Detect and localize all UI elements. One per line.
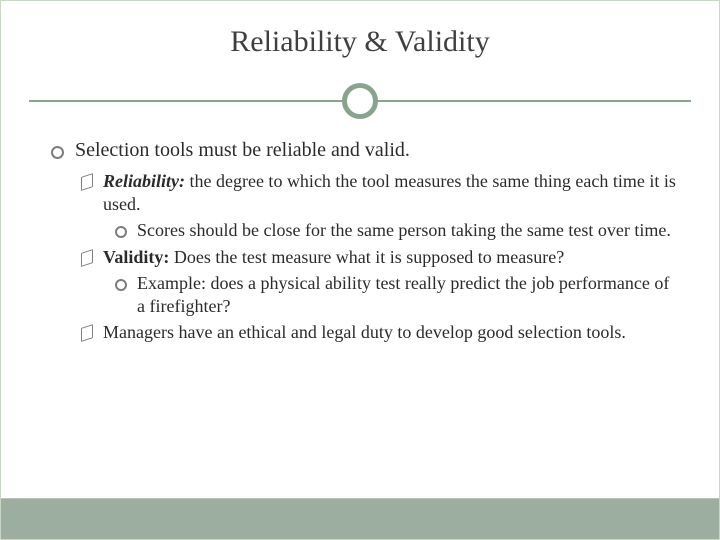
term-validity: Validity: — [103, 247, 169, 267]
slide-title: Reliability & Validity — [1, 1, 719, 59]
list-item: Managers have an ethical and legal duty … — [81, 321, 679, 344]
definition-validity: Does the test measure what it is suppose… — [169, 247, 564, 267]
term-reliability: Reliability: — [103, 171, 185, 191]
sub-point: Example: does a physical ability test re… — [115, 272, 679, 317]
list-item: Reliability: the degree to which the too… — [81, 170, 679, 215]
definition-reliability: the degree to which the tool measures th… — [103, 171, 676, 214]
list-item: Validity: Does the test measure what it … — [81, 246, 679, 269]
title-divider — [1, 81, 719, 121]
main-point: Selection tools must be reliable and val… — [51, 139, 679, 162]
slide: Reliability & Validity Selection tools m… — [0, 0, 720, 540]
footer-bar — [1, 498, 719, 539]
divider-circle-icon — [342, 83, 378, 119]
sub-point: Scores should be close for the same pers… — [115, 219, 679, 242]
slide-body: Selection tools must be reliable and val… — [1, 121, 719, 344]
